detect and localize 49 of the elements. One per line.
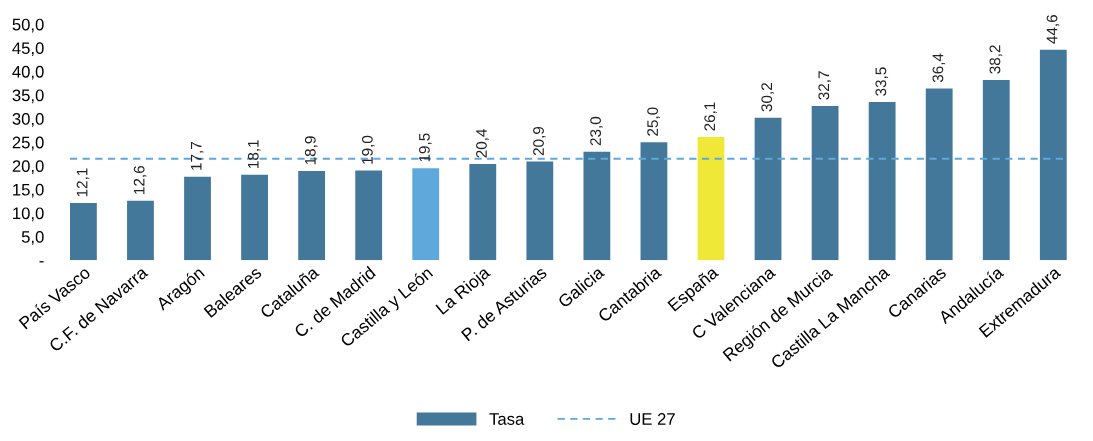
bar bbox=[982, 79, 1010, 261]
bar bbox=[469, 163, 497, 261]
y-tick-label: 50,0 bbox=[12, 18, 44, 33]
y-tick-label: 25,0 bbox=[12, 136, 44, 151]
bar bbox=[298, 171, 326, 261]
bar bbox=[925, 88, 953, 261]
data-label: 38,2 bbox=[989, 45, 1003, 74]
bar bbox=[127, 200, 154, 261]
bar bbox=[640, 142, 668, 261]
y-tick-label: 20,0 bbox=[12, 160, 44, 174]
y-tick-label: 40,0 bbox=[12, 65, 44, 80]
y-tick-label: 35,0 bbox=[12, 89, 44, 104]
bar bbox=[241, 174, 268, 261]
data-label: 18,9 bbox=[304, 136, 318, 165]
y-tick-label: 10,0 bbox=[13, 207, 44, 222]
data-label: 44,6 bbox=[1046, 15, 1060, 44]
data-label: 36,4 bbox=[932, 53, 946, 83]
data-label: 25,0 bbox=[647, 107, 660, 136]
data-label: 12,6 bbox=[133, 166, 147, 194]
bar bbox=[1039, 49, 1067, 261]
data-label: 18,1 bbox=[247, 140, 261, 168]
bar bbox=[184, 176, 211, 261]
data-label: 23,0 bbox=[590, 116, 603, 146]
bar bbox=[412, 168, 440, 261]
y-tick-label: - bbox=[39, 261, 44, 263]
data-label: 19,5 bbox=[419, 133, 432, 162]
y-tick-label: 5,0 bbox=[21, 231, 44, 245]
data-label: 32,7 bbox=[818, 71, 831, 100]
bar bbox=[811, 105, 839, 261]
bar bbox=[754, 117, 782, 261]
data-label: 26,1 bbox=[704, 102, 717, 131]
bar bbox=[868, 102, 896, 261]
legend-label: Tasa bbox=[489, 413, 525, 425]
data-label: 12,1 bbox=[76, 168, 90, 197]
data-label: 19,0 bbox=[361, 135, 375, 164]
bar bbox=[355, 170, 383, 261]
y-tick-label: 30,0 bbox=[12, 113, 44, 127]
y-tick-label: 45,0 bbox=[12, 42, 44, 57]
bar bbox=[70, 203, 97, 261]
data-label: 20,9 bbox=[533, 126, 546, 156]
bar bbox=[526, 161, 554, 261]
data-label: 20,4 bbox=[476, 128, 489, 158]
y-tick-label: 15,0 bbox=[13, 183, 44, 198]
bar bbox=[697, 137, 725, 261]
data-label: 33,5 bbox=[875, 67, 889, 96]
data-label: 30,2 bbox=[761, 83, 774, 112]
legend-label: UE 27 bbox=[630, 413, 675, 425]
bar bbox=[583, 151, 611, 261]
data-label: 17,7 bbox=[190, 142, 204, 170]
